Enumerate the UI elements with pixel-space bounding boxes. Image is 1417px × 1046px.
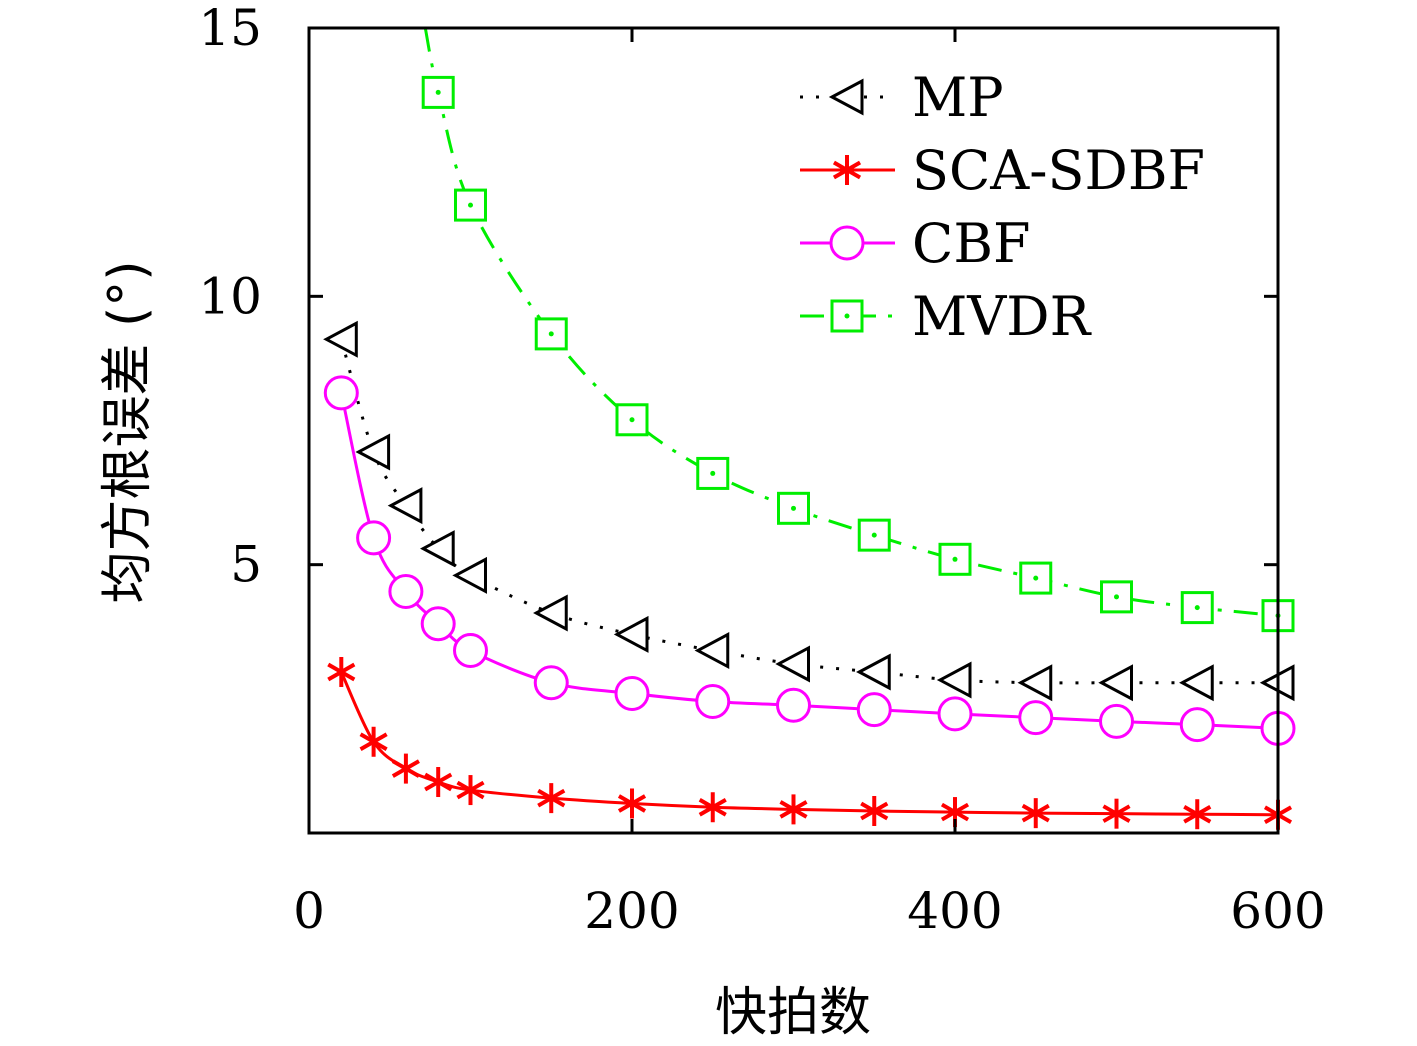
legend-label: SCA-SDBF	[912, 139, 1205, 202]
x-tick-label: 400	[907, 882, 1002, 940]
marker-sca-sdbf	[424, 767, 453, 798]
marker-mvdr	[938, 542, 972, 576]
legend-item-mp: MP	[800, 66, 1004, 129]
marker-mvdr	[696, 456, 730, 490]
marker-cbf	[1179, 707, 1215, 743]
legend-label: MVDR	[912, 285, 1092, 348]
legend-marker	[829, 225, 865, 261]
marker-cbf	[695, 684, 731, 720]
y-tick-label: 15	[198, 0, 262, 57]
marker-mvdr	[857, 518, 891, 552]
marker-cbf	[856, 692, 892, 728]
legend-item-mvdr: MVDR	[800, 285, 1092, 348]
series-markers	[323, 75, 1296, 830]
marker-mp	[323, 320, 358, 358]
marker-sca-sdbf	[1102, 798, 1131, 829]
y-axis-title: 均方根误差 (°)	[98, 260, 158, 603]
marker-mp	[613, 615, 649, 653]
marker-sca-sdbf	[327, 657, 356, 687]
marker-cbf	[420, 606, 456, 642]
marker-sca-sdbf	[537, 783, 566, 814]
legend-item-sca-sdbf: SCA-SDBF	[800, 139, 1205, 202]
marker-mp	[694, 632, 730, 670]
marker-sca-sdbf	[617, 788, 647, 819]
marker-cbf	[356, 520, 392, 556]
marker-mp	[387, 487, 423, 525]
series-line-sca-sdbf	[339, 671, 1279, 817]
marker-cbf	[453, 633, 488, 669]
y-tick-label: 5	[230, 536, 262, 594]
plot-frame	[307, 26, 1280, 835]
y-tick-label: 10	[198, 267, 262, 325]
marker-cbf	[776, 687, 811, 723]
marker-mvdr	[454, 188, 487, 222]
marker-cbf	[1099, 703, 1134, 739]
marker-mp	[355, 433, 391, 471]
legend-marker	[832, 155, 862, 185]
marker-mvdr	[1100, 580, 1133, 614]
marker-mvdr	[534, 317, 568, 351]
marker-cbf	[388, 574, 424, 609]
marker-cbf	[937, 696, 973, 732]
marker-sca-sdbf	[456, 775, 485, 806]
x-tick-label: 0	[293, 882, 325, 940]
legend-marker	[830, 299, 864, 333]
legend: MP SCA-SDBF CBF MVDR	[800, 66, 1205, 348]
marker-mp	[420, 530, 455, 568]
marker-sca-sdbf	[391, 753, 420, 784]
marker-sca-sdbf	[359, 726, 388, 757]
marker-cbf	[533, 665, 569, 701]
marker-sca-sdbf	[698, 792, 727, 823]
x-tick-label: 200	[584, 882, 679, 940]
marker-mp	[1098, 664, 1133, 702]
legend-label: MP	[912, 66, 1004, 129]
marker-mp	[452, 556, 487, 594]
marker-mvdr	[1019, 561, 1053, 595]
marker-mp	[533, 594, 568, 632]
marker-sca-sdbf	[779, 794, 808, 825]
legend-label: CBF	[912, 212, 1030, 275]
marker-cbf	[323, 375, 359, 411]
marker-mvdr	[777, 491, 810, 525]
marker-mp	[1017, 664, 1053, 702]
marker-cbf	[1018, 700, 1054, 736]
legend-item-cbf: CBF	[800, 212, 1030, 275]
legend-marker	[828, 78, 864, 116]
marker-cbf	[614, 675, 650, 711]
marker-sca-sdbf	[1021, 798, 1050, 829]
marker-sca-sdbf	[1183, 799, 1212, 830]
marker-sca-sdbf	[860, 795, 889, 826]
marker-mp	[856, 653, 891, 691]
axis-ticks: 0 200 400 600 5 10 15	[198, 0, 1325, 940]
marker-mp	[775, 645, 810, 683]
x-tick-label: 600	[1230, 882, 1325, 940]
marker-mp	[936, 661, 972, 699]
marker-mp	[1179, 664, 1214, 702]
x-axis-title: 快拍数	[715, 983, 871, 1043]
marker-mvdr	[615, 403, 649, 437]
marker-mvdr	[421, 75, 455, 109]
marker-mvdr	[1180, 591, 1214, 625]
